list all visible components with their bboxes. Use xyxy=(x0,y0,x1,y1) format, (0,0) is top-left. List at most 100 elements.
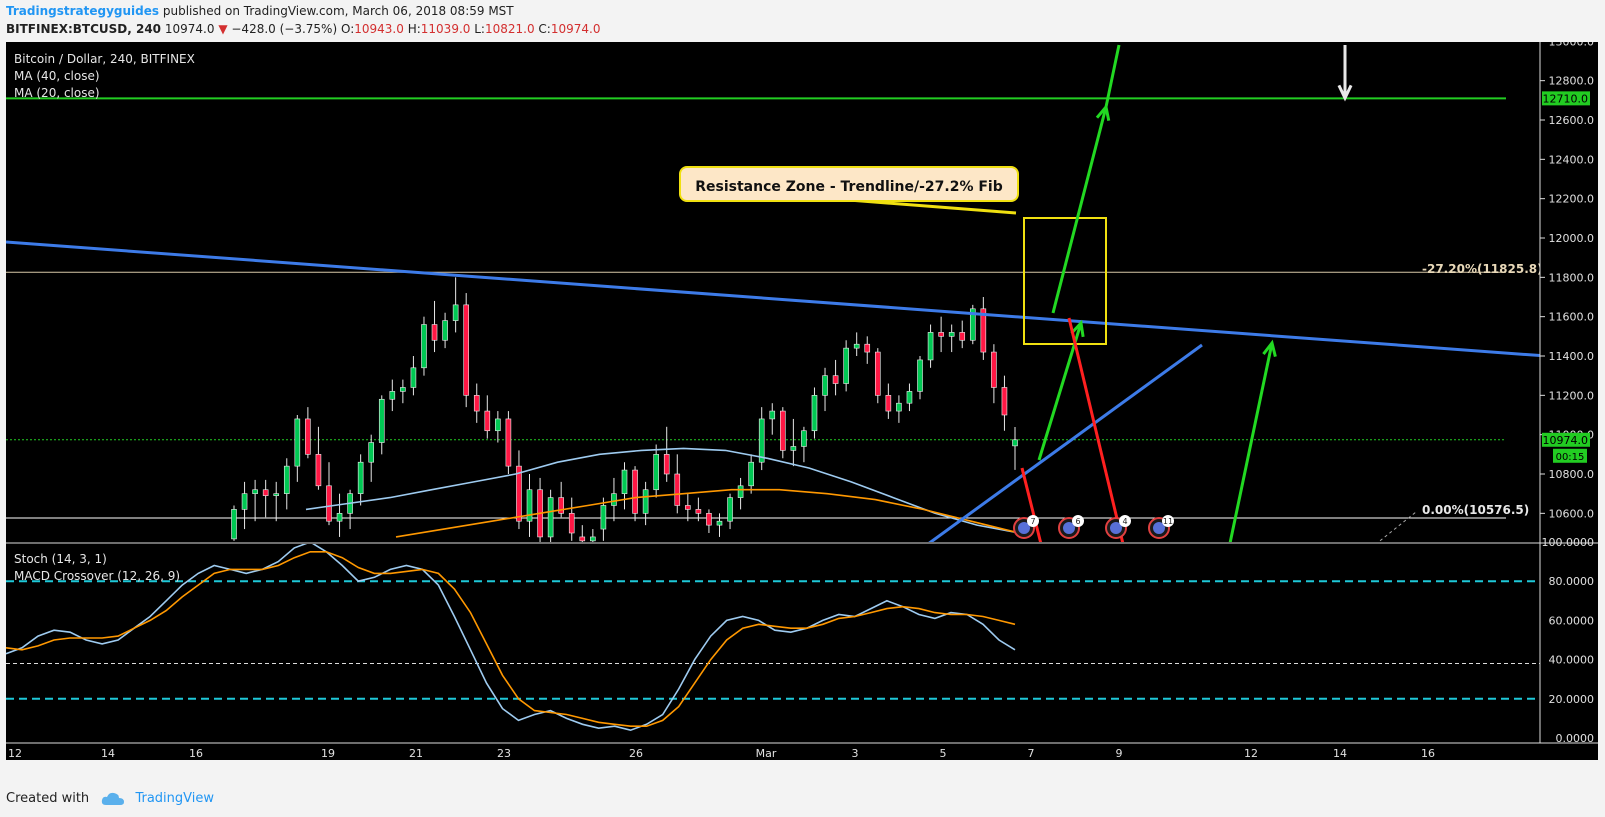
event-flag-icon-inner xyxy=(1063,522,1075,534)
tradingview-link[interactable]: TradingView xyxy=(135,791,214,806)
author-link[interactable]: Tradingstrategyguides xyxy=(6,4,160,18)
candle-body xyxy=(305,418,311,455)
up-arrow-small-head xyxy=(1070,319,1085,338)
event-flag-icon-inner xyxy=(1110,522,1122,534)
osc-tick-label: 40.0000 xyxy=(1549,654,1595,667)
legend-stoch: Stoch (14, 3, 1) xyxy=(14,552,107,566)
close-value: 10974.0 xyxy=(550,22,601,36)
candle-body xyxy=(241,493,248,510)
osc-tick-label: 80.0000 xyxy=(1549,575,1595,588)
descending-trendline xyxy=(6,240,1540,358)
open-value: 10943.0 xyxy=(354,22,404,36)
ascending-trendline xyxy=(928,343,1203,542)
price-tick-label: 10600.0 xyxy=(1549,507,1595,520)
oscillator-pane[interactable] xyxy=(6,542,1540,732)
osc-tick-label: 60.0000 xyxy=(1549,614,1595,627)
price-tick-label: 13000.0 xyxy=(1549,42,1595,48)
candle-body xyxy=(632,469,638,514)
candle-body xyxy=(885,395,892,412)
legend-ma20: MA (20, close) xyxy=(14,86,100,100)
up-arrow-right xyxy=(1228,342,1274,542)
ma40-line xyxy=(395,488,1020,538)
time-tick-label: 12 xyxy=(1244,747,1258,760)
legend-ma40: MA (40, close) xyxy=(14,69,100,83)
candle-body xyxy=(748,461,754,487)
time-tick-label: 16 xyxy=(189,747,203,760)
countdown-bg xyxy=(1553,448,1587,463)
candle-body xyxy=(495,418,501,432)
candle-body xyxy=(526,489,533,522)
candle-body xyxy=(737,485,744,498)
candle-body xyxy=(600,505,607,530)
event-count: 4 xyxy=(1122,517,1127,526)
candle-body xyxy=(758,418,765,463)
close-label: C: xyxy=(538,22,551,36)
price-tick-label: 12200.0 xyxy=(1549,193,1595,206)
time-tick-label: 19 xyxy=(321,747,335,760)
candle-body xyxy=(716,520,723,526)
countdown-label: 00:15 xyxy=(1556,452,1585,463)
current-price-tag-bg xyxy=(1542,432,1590,447)
stoch-k-line xyxy=(6,544,1016,732)
price-tick-label: 12800.0 xyxy=(1549,75,1595,88)
last-price: 10974.0 xyxy=(164,22,215,36)
time-tick-label: 26 xyxy=(629,747,643,760)
candle-body xyxy=(980,308,987,353)
axes: 13000.0 12800.0 12600.0 12400.0 12200.0 12000… xyxy=(6,42,1598,760)
projection-dashed-line xyxy=(1377,511,1417,542)
up-arrow-target xyxy=(1051,106,1108,314)
ma20-line xyxy=(305,447,1020,534)
price-pane[interactable]: Resistance Zone - Trendline/-27.2% Fib -2… xyxy=(6,44,1546,560)
event-count: 7 xyxy=(1030,517,1035,526)
candle-body xyxy=(326,485,332,522)
candle-body xyxy=(853,343,860,349)
axis-bg xyxy=(1546,42,1598,760)
osc-tick-label: 100.0000 xyxy=(1542,536,1595,549)
event-flag-icon-inner xyxy=(1153,522,1165,534)
event-badge xyxy=(1027,515,1039,527)
callout-box xyxy=(679,166,1019,202)
osc-tick-label: 20.0000 xyxy=(1549,693,1595,706)
current-price-tag: 10974.0 xyxy=(1543,434,1589,447)
candle-body xyxy=(611,493,617,506)
candle-body xyxy=(969,308,976,341)
candle-body xyxy=(695,509,702,514)
time-tick-label: 7 xyxy=(1028,747,1035,760)
candle-body xyxy=(780,410,786,451)
candle-body xyxy=(832,375,839,384)
resistance-zone-box xyxy=(1023,217,1107,345)
cloud-icon xyxy=(102,792,125,805)
open-label: O: xyxy=(340,22,355,36)
up-arrow-small xyxy=(1037,322,1083,461)
down-arrow-icon: ▼ xyxy=(218,22,228,36)
candle-body xyxy=(1012,439,1018,447)
candle-body xyxy=(822,375,828,396)
resistance-price-tag-bg xyxy=(1542,91,1590,106)
low-label: L: xyxy=(474,22,485,36)
fib-label-upper: -27.20%(11825.8) xyxy=(1422,262,1543,276)
price-tick-label: 11600.0 xyxy=(1549,311,1595,324)
footer: Created with TradingView xyxy=(6,791,214,806)
candle-body xyxy=(378,398,385,443)
osc-tick-label: 0.0000 xyxy=(1556,732,1595,745)
candle-body xyxy=(421,324,427,369)
candle-body xyxy=(262,489,269,496)
candle-body xyxy=(811,395,818,432)
price-change: −428.0 (−3.75%) xyxy=(231,22,338,36)
candle-body xyxy=(927,332,934,361)
candle-body xyxy=(505,418,512,467)
candle-body xyxy=(790,446,797,451)
candle-body xyxy=(906,391,913,404)
chart-svg[interactable]: Resistance Zone - Trendline/-27.2% Fib -2… xyxy=(6,42,1598,760)
low-value: 10821.0 xyxy=(484,22,535,36)
up-arrow-right-head xyxy=(1262,339,1277,357)
candle-body xyxy=(315,454,322,487)
event-flag-icon-inner xyxy=(1018,522,1030,534)
price-tick-label: 11200.0 xyxy=(1549,389,1595,402)
chart-container[interactable]: Resistance Zone - Trendline/-27.2% Fib -2… xyxy=(6,42,1598,760)
time-tick-label: 21 xyxy=(409,747,423,760)
ohlc-line: BITFINEX:BTCUSD, 240 10974.0 ▼ −428.0 (−… xyxy=(6,22,600,36)
candle-body xyxy=(484,410,491,432)
stoch-d-line xyxy=(6,550,1016,728)
candle-body xyxy=(769,410,776,420)
